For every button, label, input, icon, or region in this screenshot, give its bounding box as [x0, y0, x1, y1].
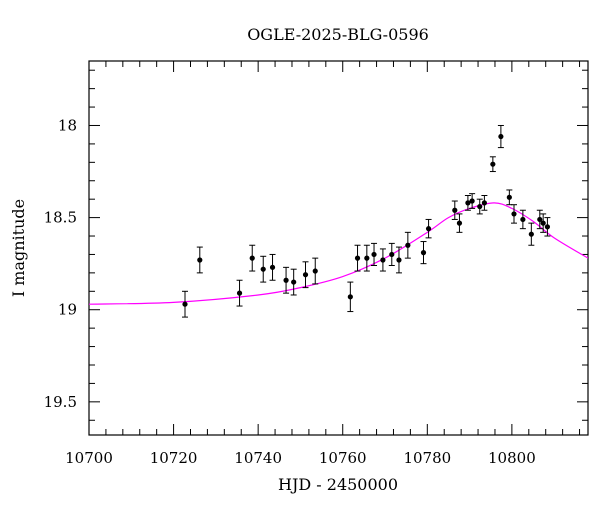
data-marker: [249, 255, 255, 261]
data-marker: [269, 264, 276, 270]
data-point: [476, 198, 483, 215]
plot-area: [88, 60, 589, 436]
data-marker: [520, 216, 526, 223]
y-axis-label: I magnitude: [9, 199, 28, 297]
model-curve: [89, 202, 588, 305]
x-axis-label: HJD - 2450000: [278, 475, 398, 494]
x-tick-label: 10720: [150, 449, 198, 467]
data-marker: [456, 220, 463, 226]
data-point: [456, 213, 463, 233]
y-tick-label: 18: [58, 116, 77, 134]
data-point: [371, 242, 378, 267]
data-point: [489, 156, 496, 173]
data-marker: [490, 161, 496, 167]
data-marker: [425, 226, 432, 232]
x-tick-label: 10800: [488, 449, 536, 467]
data-point: [510, 204, 517, 224]
data-marker: [465, 200, 471, 206]
data-marker: [469, 198, 475, 204]
data-point: [312, 257, 319, 285]
y-tick-label: 19: [58, 301, 77, 319]
data-point: [388, 242, 395, 267]
data-marker: [544, 224, 551, 230]
data-point: [249, 244, 256, 272]
data-point: [347, 281, 354, 313]
x-tick-label: 10700: [65, 449, 113, 467]
data-point: [283, 266, 290, 294]
y-tick-labels: 18 18.5 19 19.5: [44, 116, 77, 410]
data-marker: [537, 216, 543, 223]
data-point: [469, 193, 476, 209]
data-marker: [511, 211, 517, 217]
data-point: [181, 290, 188, 318]
data-point: [236, 279, 243, 307]
data-marker: [506, 194, 512, 200]
data-marker: [236, 290, 243, 296]
data-point: [363, 244, 370, 272]
data-marker: [354, 255, 361, 261]
data-marker: [312, 268, 318, 274]
data-point: [528, 222, 535, 246]
data-point: [354, 244, 361, 272]
data-marker: [364, 255, 370, 261]
data-point: [425, 218, 432, 239]
plot-frame: [88, 60, 589, 436]
data-point: [302, 261, 309, 289]
data-point: [519, 209, 526, 230]
data-point: [269, 253, 276, 281]
data-points-group: [181, 124, 551, 318]
x-tick-label: 10760: [319, 449, 367, 467]
data-point: [464, 194, 471, 211]
model-curve-group: [89, 202, 588, 305]
data-point: [544, 217, 551, 237]
data-point: [379, 248, 386, 272]
data-marker: [291, 279, 297, 285]
data-point: [196, 246, 203, 274]
data-marker: [260, 266, 266, 272]
data-marker: [420, 250, 427, 256]
data-point: [260, 255, 267, 283]
x-tick-label: 10780: [403, 449, 451, 467]
data-marker: [452, 207, 458, 213]
data-point: [536, 209, 543, 230]
x-tick-labels: 10700 10720 10740 10760 10780 10800: [65, 449, 536, 467]
data-point: [540, 213, 547, 233]
data-marker: [371, 251, 377, 258]
y-tick-label: 19.5: [44, 393, 77, 411]
axis-ticks: [88, 61, 588, 435]
data-marker: [389, 251, 395, 258]
data-marker: [405, 242, 411, 248]
x-tick-label: 10740: [234, 449, 282, 467]
chart-title: OGLE-2025-BLG-0596: [247, 25, 429, 44]
data-marker: [197, 257, 203, 263]
data-marker: [302, 272, 309, 278]
data-marker: [498, 133, 504, 140]
data-marker: [477, 203, 483, 210]
data-marker: [481, 200, 487, 206]
data-point: [451, 200, 458, 220]
data-point: [481, 194, 488, 211]
data-point: [506, 189, 513, 206]
data-marker: [396, 257, 402, 263]
data-marker: [540, 220, 546, 226]
data-marker: [380, 257, 386, 263]
y-tick-label: 18.5: [44, 209, 77, 227]
data-point: [420, 241, 427, 265]
data-marker: [283, 277, 289, 283]
data-marker: [528, 231, 534, 237]
data-marker: [182, 301, 188, 307]
data-point: [395, 246, 402, 274]
data-point: [404, 231, 411, 259]
data-point: [290, 268, 297, 296]
data-marker: [347, 294, 353, 300]
data-point: [497, 124, 504, 149]
